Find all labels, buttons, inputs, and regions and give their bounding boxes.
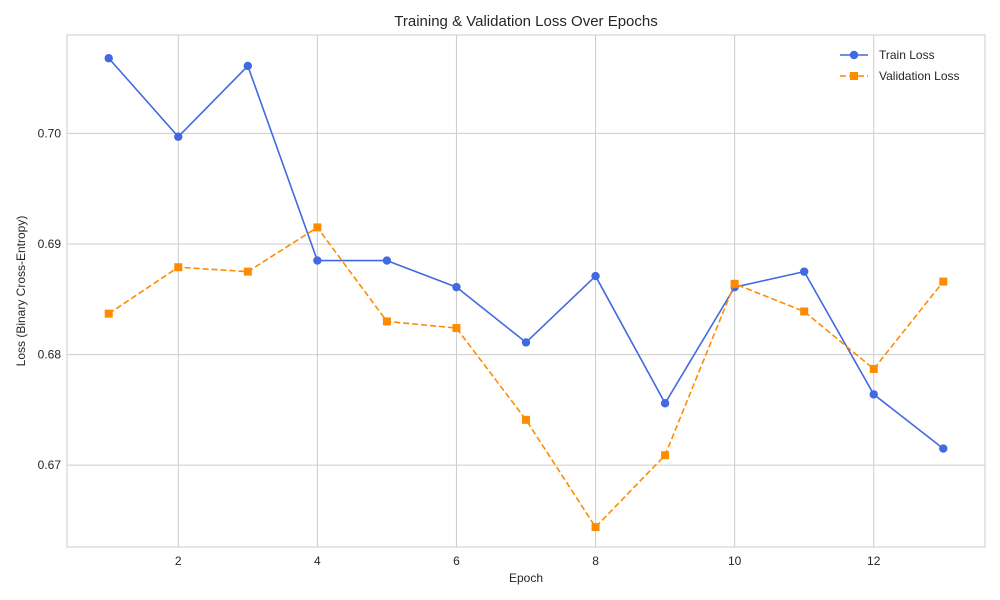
series-line xyxy=(108,226,944,528)
chart-title: Training & Validation Loss Over Epochs xyxy=(394,13,657,30)
data-point xyxy=(243,267,252,276)
x-tick-label: 8 xyxy=(592,554,599,568)
data-point xyxy=(661,451,670,460)
legend-label: Validation Loss xyxy=(879,69,960,83)
data-point xyxy=(174,132,183,141)
data-point xyxy=(591,523,600,532)
x-tick-label: 12 xyxy=(867,554,881,568)
legend: Train Loss Validation Loss xyxy=(840,48,960,83)
x-axis-label: Epoch xyxy=(509,571,543,585)
legend-marker-square xyxy=(850,72,858,80)
y-tick-label: 0.68 xyxy=(38,348,62,362)
legend-entry: Validation Loss xyxy=(840,69,960,83)
data-point xyxy=(174,263,183,272)
data-point xyxy=(382,256,392,265)
y-tick-label: 0.69 xyxy=(38,237,62,251)
legend-entry: Train Loss xyxy=(840,48,935,62)
data-point xyxy=(869,364,878,373)
legend-marker-circle xyxy=(849,50,859,60)
y-axis-label: Loss (Binary Cross-Entropy) xyxy=(14,216,28,367)
data-point xyxy=(660,399,670,408)
grid-lines xyxy=(67,35,985,547)
data-point xyxy=(939,277,948,286)
x-tick-label: 10 xyxy=(728,554,742,568)
data-point xyxy=(104,309,113,318)
data-point xyxy=(243,61,253,71)
series-train-loss xyxy=(104,54,948,453)
data-point xyxy=(313,256,322,265)
x-tick-label: 6 xyxy=(453,554,460,568)
x-tick-label: 2 xyxy=(175,554,182,568)
data-point xyxy=(799,267,809,276)
series-line xyxy=(108,57,944,450)
series-validation-loss xyxy=(104,223,948,532)
legend-label: Train Loss xyxy=(879,48,935,62)
y-tick-label: 0.70 xyxy=(38,126,62,140)
series-layer xyxy=(104,54,948,532)
data-point xyxy=(522,415,530,424)
y-tick-label: 0.67 xyxy=(38,458,62,472)
data-point xyxy=(452,282,461,292)
data-point xyxy=(591,271,600,281)
tick-labels: 2 4 6 8 10 12 0.67 0.68 0.69 0.70 xyxy=(38,126,881,568)
x-tick-label: 4 xyxy=(314,554,321,568)
data-point xyxy=(521,338,531,347)
data-point xyxy=(452,324,461,333)
data-point xyxy=(800,307,809,316)
data-point xyxy=(104,54,113,63)
data-point xyxy=(313,223,322,232)
plot-frame xyxy=(66,34,986,548)
data-point xyxy=(869,390,878,399)
data-point xyxy=(939,444,948,453)
data-point xyxy=(382,317,391,326)
data-point xyxy=(730,279,739,288)
